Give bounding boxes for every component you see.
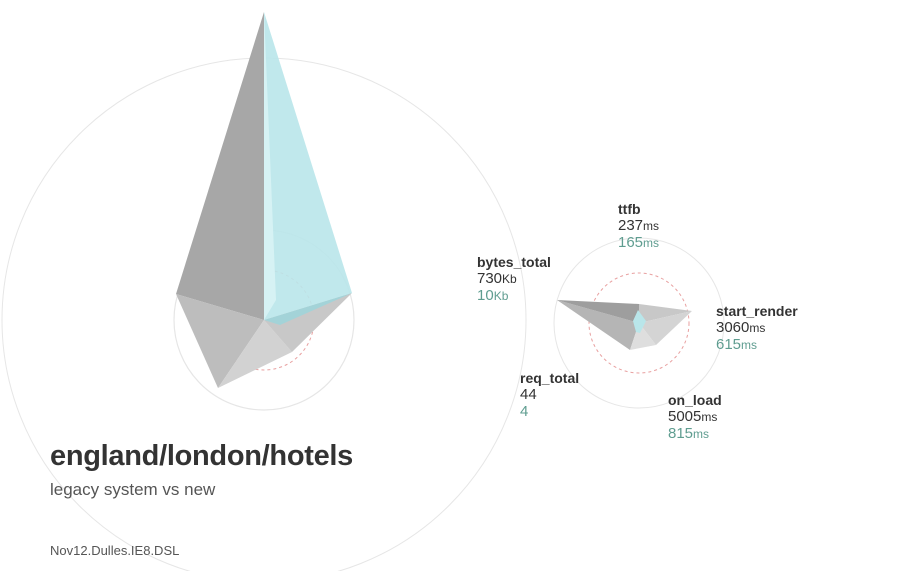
new-facet-highlight — [264, 12, 276, 320]
test-config-footnote: Nov12.Dulles.IE8.DSL — [50, 543, 180, 558]
metric-name: on_load — [668, 392, 722, 408]
metric-req-total: req_total 44 4 — [520, 370, 579, 421]
legacy-facet-left — [557, 300, 639, 350]
metric-ttfb: ttfb 237ms 165ms — [618, 201, 659, 252]
metric-name: ttfb — [618, 201, 641, 217]
new-facet-shadow — [264, 293, 352, 325]
legacy-value: 237ms — [618, 217, 660, 235]
legacy-facet-left-upper — [176, 12, 264, 320]
legacy-facet-bottom — [218, 320, 292, 388]
metric-on-load: on_load 5005ms 815ms — [668, 392, 722, 443]
new-value: 815ms — [668, 425, 710, 443]
legacy-value: 3060ms — [716, 319, 766, 337]
legacy-facet-right — [639, 311, 692, 345]
baseline-ring-small — [588, 272, 690, 374]
legacy-facet-bottom — [630, 323, 656, 350]
new-polygon-small — [633, 310, 646, 333]
outer-ring-small — [553, 237, 725, 409]
legacy-value: 44 — [520, 386, 537, 404]
new-facet-main — [264, 12, 352, 320]
large-radar-chart — [176, 12, 352, 388]
legacy-facet-top-right — [639, 304, 692, 323]
new-value: 165ms — [618, 234, 660, 252]
metric-name: req_total — [520, 370, 580, 386]
metric-name: start_render — [716, 303, 798, 319]
new-value: 4 — [520, 403, 529, 421]
chart-subtitle: legacy system vs new — [50, 480, 216, 499]
metric-name: bytes_total — [477, 254, 551, 270]
legacy-value: 730Kb — [477, 270, 517, 288]
new-value: 10Kb — [477, 287, 509, 305]
small-radar-chart — [557, 300, 692, 350]
legacy-value: 5005ms — [668, 408, 718, 426]
metric-bytes-total: bytes_total 730Kb 10Kb — [477, 254, 551, 305]
new-value: 615ms — [716, 336, 758, 354]
metric-start-render: start_render 3060ms 615ms — [716, 303, 798, 354]
legacy-facet-top-left — [557, 300, 639, 323]
legacy-facet-left-lower — [176, 294, 264, 388]
legacy-facet-right-lower — [264, 293, 352, 352]
chart-title: england/london/hotels — [50, 440, 354, 472]
